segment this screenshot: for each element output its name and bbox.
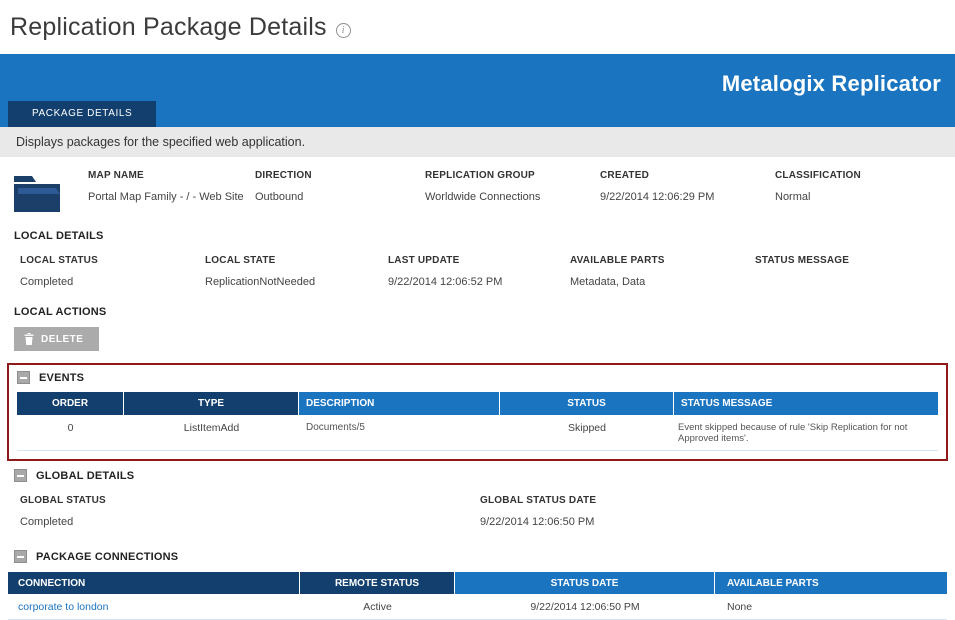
events-annotation-box: EVENTS ORDER TYPE DESCRIPTION STATUS STA…: [7, 363, 948, 461]
tab-package-details[interactable]: PACKAGE DETAILS: [8, 101, 157, 127]
field-status-message: STATUS MESSAGE: [755, 255, 955, 288]
field-label: DIRECTION: [255, 170, 312, 181]
section-title: LOCAL DETAILS: [14, 230, 104, 242]
package-fields: MAP NAME Portal Map Family - / - Web Sit…: [88, 170, 955, 214]
global-details-header: GLOBAL DETAILS: [14, 469, 955, 482]
brand-logo: Metalogix Replicator: [721, 71, 941, 96]
column-header-status[interactable]: STATUS: [500, 392, 674, 415]
package-summary: MAP NAME Portal Map Family - / - Web Sit…: [0, 157, 955, 214]
field-local-status: LOCAL STATUS Completed: [20, 255, 205, 288]
field-global-status: GLOBAL STATUS Completed: [20, 495, 480, 528]
cell-remote-status: Active: [363, 601, 392, 613]
connection-link[interactable]: corporate to london: [18, 601, 109, 613]
cell-status-message: Event skipped because of rule 'Skip Repl…: [678, 422, 908, 444]
field-label: GLOBAL STATUS DATE: [480, 495, 597, 506]
package-connections-header: PACKAGE CONNECTIONS: [14, 550, 955, 563]
field-label: LOCAL STATE: [205, 255, 276, 266]
section-title: LOCAL ACTIONS: [14, 306, 107, 318]
folder-icon: [12, 170, 88, 214]
column-header-status-message[interactable]: STATUS MESSAGE: [674, 392, 938, 415]
cell-status: Skipped: [568, 422, 606, 434]
table-row: corporate to london Active 9/22/2014 12:…: [8, 594, 947, 620]
field-value: Completed: [20, 516, 74, 528]
section-title: PACKAGE CONNECTIONS: [36, 550, 179, 563]
section-title: GLOBAL DETAILS: [36, 469, 135, 482]
connections-table-header: CONNECTION REMOTE STATUS STATUS DATE AVA…: [8, 572, 947, 594]
field-created: CREATED 9/22/2014 12:06:29 PM: [600, 170, 775, 214]
field-map-name: MAP NAME Portal Map Family - / - Web Sit…: [88, 170, 255, 214]
field-global-status-date: GLOBAL STATUS DATE 9/22/2014 12:06:50 PM: [480, 495, 955, 528]
table-row: 0 ListItemAdd Documents/5 Skipped Event …: [17, 415, 938, 451]
brand-banner: Metalogix Replicator PACKAGE DETAILS: [0, 54, 955, 127]
cell-type: ListItemAdd: [183, 422, 240, 434]
field-label: LAST UPDATE: [388, 255, 460, 266]
section-local-details: LOCAL DETAILS LOCAL STATUS Completed LOC…: [14, 230, 955, 288]
column-header-type[interactable]: TYPE: [124, 392, 299, 415]
field-replication-group: REPLICATION GROUP Worldwide Connections: [425, 170, 600, 214]
field-direction: DIRECTION Outbound: [255, 170, 425, 214]
cell-order: 0: [67, 422, 74, 434]
column-header-order[interactable]: ORDER: [17, 392, 124, 415]
collapse-events-icon[interactable]: [17, 371, 30, 384]
field-label: CREATED: [600, 170, 649, 181]
section-local-actions: LOCAL ACTIONS DELETE: [14, 306, 955, 351]
trash-icon: [24, 333, 34, 345]
column-header-connection[interactable]: CONNECTION: [8, 572, 300, 594]
cell-connection: corporate to london: [8, 594, 300, 619]
collapse-package-connections-icon[interactable]: [14, 550, 27, 563]
field-value: 9/22/2014 12:06:52 PM: [388, 276, 503, 288]
page-header: Replication Package Details i: [0, 0, 955, 44]
page-title: Replication Package Details: [10, 12, 327, 41]
events-section-header: EVENTS: [17, 371, 938, 384]
field-label: CLASSIFICATION: [775, 170, 861, 181]
column-header-remote-status[interactable]: REMOTE STATUS: [300, 572, 455, 594]
delete-button-label: DELETE: [41, 333, 84, 345]
info-icon[interactable]: i: [335, 22, 351, 38]
field-label: STATUS MESSAGE: [755, 255, 850, 266]
events-table: ORDER TYPE DESCRIPTION STATUS STATUS MES…: [17, 392, 938, 451]
field-local-state: LOCAL STATE ReplicationNotNeeded: [205, 255, 388, 288]
field-label: REPLICATION GROUP: [425, 170, 535, 181]
events-table-header: ORDER TYPE DESCRIPTION STATUS STATUS MES…: [17, 392, 938, 415]
cell-available-parts: None: [727, 601, 753, 613]
cell-status-date: 9/22/2014 12:06:50 PM: [530, 601, 640, 613]
cell-description: Documents/5: [306, 422, 365, 433]
field-value: Outbound: [255, 191, 304, 203]
page-description: Displays packages for the specified web …: [0, 127, 955, 157]
connections-table: CONNECTION REMOTE STATUS STATUS DATE AVA…: [8, 572, 947, 620]
field-value: 9/22/2014 12:06:50 PM: [480, 516, 595, 528]
field-label: AVAILABLE PARTS: [570, 255, 665, 266]
section-title: EVENTS: [39, 371, 85, 384]
field-classification: CLASSIFICATION Normal: [775, 170, 955, 214]
field-last-update: LAST UPDATE 9/22/2014 12:06:52 PM: [388, 255, 570, 288]
delete-button[interactable]: DELETE: [14, 327, 100, 351]
field-value: Normal: [775, 191, 811, 203]
collapse-global-details-icon[interactable]: [14, 469, 27, 482]
field-label: LOCAL STATUS: [20, 255, 98, 266]
field-value: Portal Map Family - / - Web Site: [88, 191, 244, 203]
column-header-description[interactable]: DESCRIPTION: [299, 392, 500, 415]
local-details-fields: LOCAL STATUS Completed LOCAL STATE Repli…: [20, 255, 955, 288]
field-value: Metadata, Data: [570, 276, 646, 288]
column-header-available-parts[interactable]: AVAILABLE PARTS: [715, 572, 947, 594]
field-value: 9/22/2014 12:06:29 PM: [600, 191, 715, 203]
field-value: ReplicationNotNeeded: [205, 276, 316, 288]
column-header-status-date[interactable]: STATUS DATE: [455, 572, 715, 594]
field-label: MAP NAME: [88, 170, 144, 181]
global-details-fields: GLOBAL STATUS Completed GLOBAL STATUS DA…: [20, 495, 955, 528]
field-value: Worldwide Connections: [425, 191, 541, 203]
field-value: Completed: [20, 276, 74, 288]
field-available-parts: AVAILABLE PARTS Metadata, Data: [570, 255, 755, 288]
field-label: GLOBAL STATUS: [20, 495, 106, 506]
